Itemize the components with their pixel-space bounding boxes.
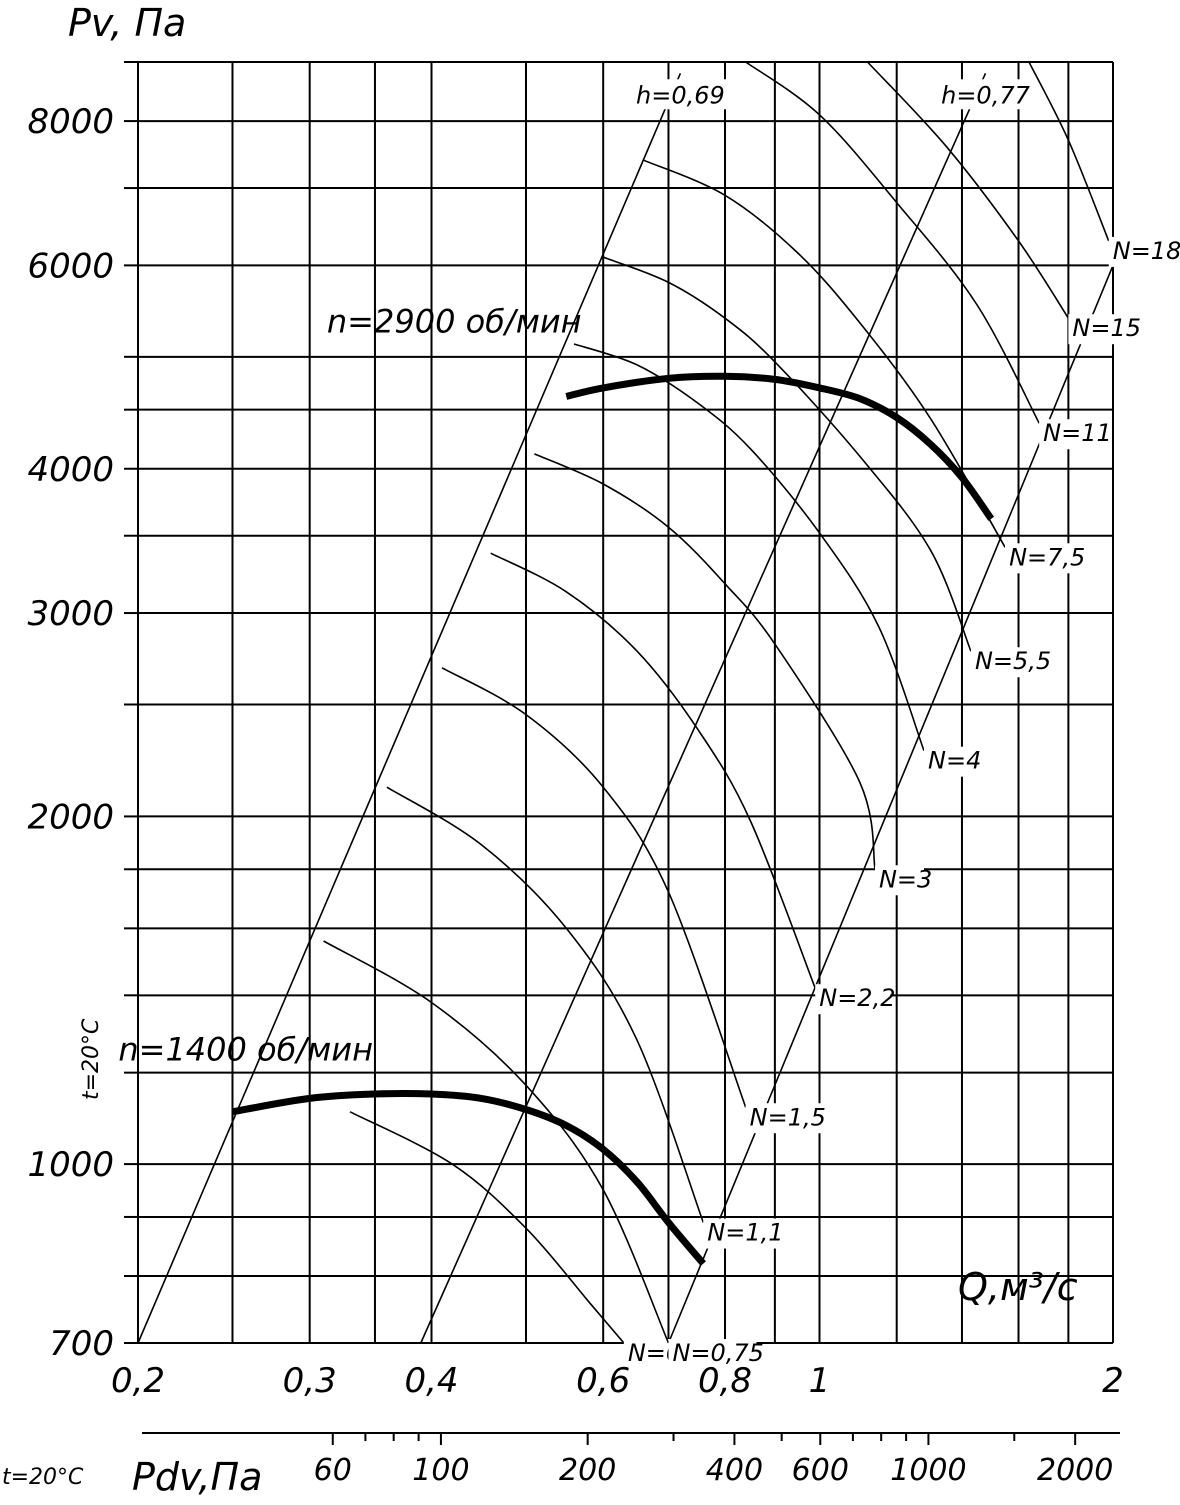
power-label: N=5,5 — [975, 647, 1051, 675]
power-label: N=3 — [879, 865, 932, 893]
power-label: N=11 — [1043, 419, 1112, 447]
speed-label: n=2900 об/мин — [327, 302, 582, 340]
power-label-bg — [815, 984, 891, 1015]
efficiency-lines: h=0,69 h=0,77 — [137, 72, 1114, 1344]
efficiency-label-bg — [935, 79, 1036, 110]
y-tick-label: 1000 — [27, 1145, 114, 1185]
efficiency-line — [137, 72, 682, 1344]
power-label: N=2,2 — [819, 984, 895, 1012]
power-label: N=1,5 — [750, 1103, 826, 1131]
x-tick-label: 0,8 — [698, 1361, 752, 1401]
pdv-tick-label: 400 — [706, 1453, 763, 1488]
grid — [124, 61, 1114, 1344]
x-tick-label: 0,6 — [576, 1361, 630, 1401]
speed-curve — [565, 372, 995, 521]
power-label-bg — [970, 647, 1046, 678]
power-curve — [602, 256, 972, 652]
power-label-bg — [874, 865, 924, 896]
power-curve — [349, 1111, 625, 1344]
efficiency-line — [420, 72, 987, 1344]
efficiency-label: h=0,69 — [636, 81, 725, 109]
power-curve — [643, 159, 1006, 548]
power-label-bg — [1039, 419, 1102, 450]
y-tick-label: 3000 — [27, 594, 114, 634]
speed-curves — [231, 372, 995, 1266]
power-label: N=18,5 — [1113, 237, 1180, 265]
axes: Pv, Па Q,м³/с Pdv,Па t=20°C t=20°C 70010… — [2, 1, 1124, 1499]
power-curve — [1028, 61, 1110, 242]
y-axis-title: Pv, Па — [68, 1, 186, 45]
y-tick-label: 6000 — [27, 246, 114, 286]
power-curve — [490, 552, 816, 989]
power-label-bg — [668, 1339, 757, 1369]
pdv-temperature-label: t=20°C — [2, 1465, 84, 1490]
power-label-bg — [1005, 543, 1081, 574]
power-curve — [534, 453, 876, 870]
speed-curve — [231, 1089, 706, 1266]
vertical-temperature-label: t=20°C — [79, 1018, 104, 1100]
power-label-bg — [924, 746, 974, 777]
power-label: N=15 — [1072, 314, 1141, 342]
pdv-tick-label: 100 — [412, 1453, 469, 1488]
x-tick-label: 0,2 — [111, 1361, 165, 1401]
power-label-bg — [745, 1103, 821, 1134]
power-curve — [745, 61, 1040, 424]
x-axis-title: Q,м³/с — [958, 1265, 1078, 1309]
power-label-bg — [1108, 236, 1180, 267]
pdv-tick-label: 1000 — [890, 1453, 966, 1488]
speed-label: n=1400 об/мин — [118, 1030, 373, 1068]
x-tick-label: 2 — [1102, 1361, 1124, 1401]
power-curves: N=0,55N=0,75N=1,1N=1,5N=2,2N=3N=4N=5,5N=… — [323, 61, 1180, 1369]
power-label-bg — [1068, 314, 1131, 345]
power-label: N=4 — [928, 747, 981, 775]
labels: n=2900 об/мин n=1400 об/мин — [118, 302, 581, 1068]
pdv-tick-label: 60 — [314, 1453, 352, 1488]
power-curve — [866, 61, 1070, 319]
efficiency-label: h=0,77 — [941, 81, 1030, 109]
pdv-tick-label: 200 — [559, 1453, 616, 1488]
power-label: N=7,5 — [1009, 543, 1085, 571]
y-tick-label: 700 — [49, 1324, 114, 1364]
y-tick-label: 2000 — [27, 797, 114, 837]
y-tick-label: 4000 — [27, 450, 114, 490]
x-tick-label: 0,3 — [283, 1361, 337, 1401]
pdv-tick-label: 600 — [792, 1453, 849, 1488]
power-curve — [441, 667, 747, 1108]
pdv-tick-label: 2000 — [1037, 1453, 1113, 1488]
power-curve — [573, 343, 925, 751]
efficiency-line — [667, 265, 1114, 1344]
power-label: N=1,1 — [707, 1219, 783, 1247]
efficiency-label-bg — [630, 79, 731, 110]
power-curve — [323, 940, 670, 1344]
power-label: N=0,75 — [672, 1339, 764, 1367]
x-tick-label: 0,4 — [404, 1361, 458, 1401]
power-curve — [386, 786, 705, 1223]
power-label-bg — [703, 1218, 779, 1249]
y-tick-label: 8000 — [27, 102, 114, 142]
x-tick-label: 1 — [809, 1361, 831, 1401]
pdv-axis-title: Pdv,Па — [132, 1455, 262, 1499]
